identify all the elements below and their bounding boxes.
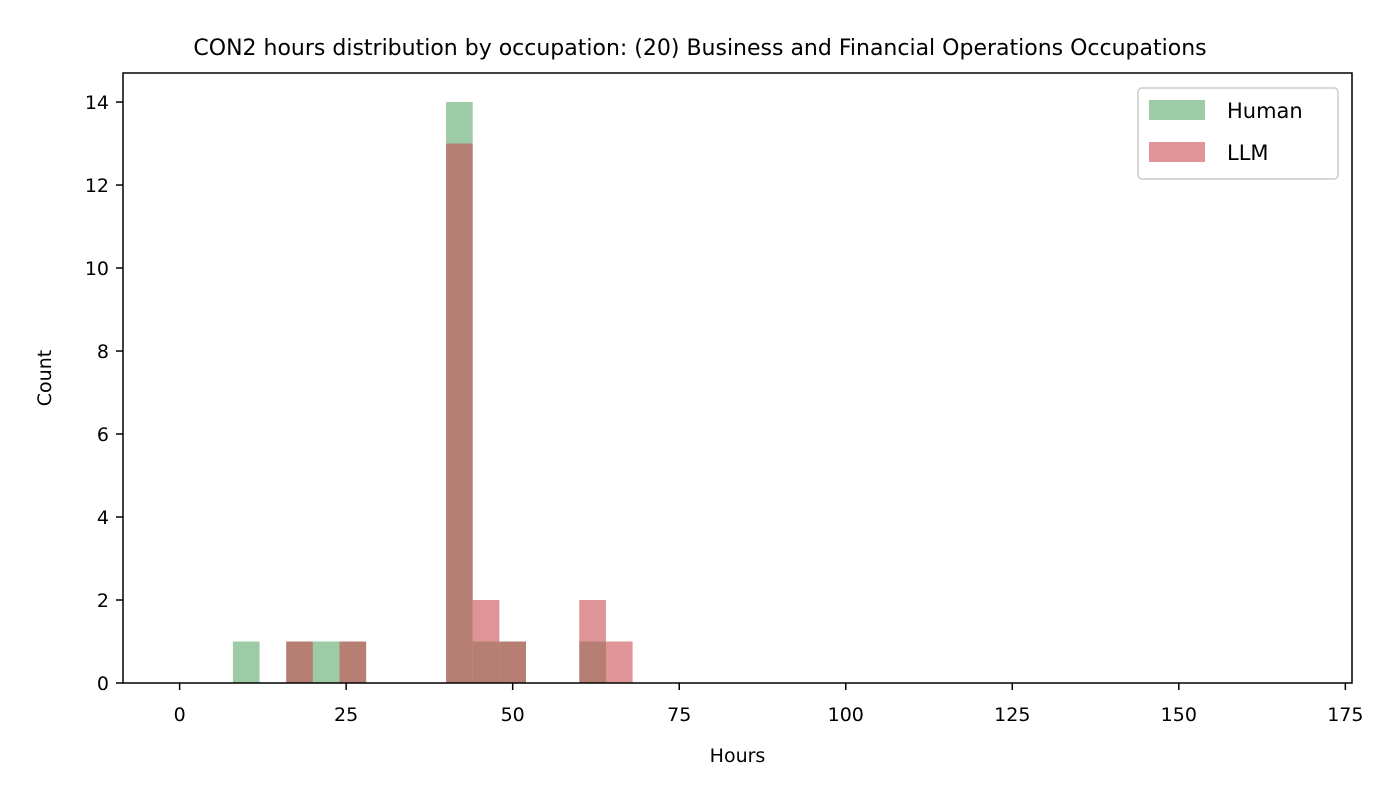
y-tick-label: 8 bbox=[97, 341, 109, 363]
x-tick-label: 150 bbox=[1161, 704, 1197, 726]
axes-frame bbox=[122, 72, 1353, 684]
y-tick-label: 0 bbox=[97, 673, 109, 695]
bar-llm-4 bbox=[499, 641, 527, 683]
x-tick-label: 50 bbox=[501, 704, 525, 726]
y-tick-label: 12 bbox=[85, 175, 109, 197]
legend-label-human: Human bbox=[1227, 99, 1303, 123]
bar-llm-0 bbox=[286, 641, 313, 683]
y-axis-ticks: 0 2 4 6 8 10 12 14 bbox=[85, 92, 123, 695]
legend-swatch-llm bbox=[1149, 142, 1205, 162]
bar-llm-3 bbox=[472, 600, 500, 683]
y-tick-label: 2 bbox=[97, 590, 109, 612]
legend-label-llm: LLM bbox=[1227, 141, 1269, 165]
chart-title: CON2 hours distribution by occupation: (… bbox=[193, 36, 1206, 61]
legend-swatch-human bbox=[1149, 100, 1205, 120]
bar-human-0 bbox=[232, 641, 260, 683]
x-tick-label: 100 bbox=[828, 704, 864, 726]
y-axis-label: Count bbox=[34, 350, 56, 406]
x-tick-label: 25 bbox=[334, 704, 358, 726]
x-tick-label: 75 bbox=[667, 704, 691, 726]
bars-layer bbox=[232, 102, 633, 684]
bar-llm-2 bbox=[446, 143, 473, 684]
y-tick-label: 14 bbox=[85, 92, 109, 114]
y-tick-label: 4 bbox=[97, 507, 109, 529]
bar-llm-6 bbox=[605, 641, 633, 683]
x-tick-label: 0 bbox=[174, 704, 186, 726]
bar-llm-1 bbox=[339, 641, 367, 683]
x-axis-label: Hours bbox=[710, 745, 766, 767]
x-tick-label: 175 bbox=[1327, 704, 1363, 726]
bar-llm-5 bbox=[579, 600, 606, 683]
y-tick-label: 10 bbox=[85, 258, 109, 280]
y-tick-label: 6 bbox=[97, 424, 109, 446]
legend: Human LLM bbox=[1137, 87, 1339, 180]
bar-human-2 bbox=[312, 641, 340, 683]
x-axis-ticks: 0 25 50 75 100 125 150 175 bbox=[174, 683, 1363, 726]
x-tick-label: 125 bbox=[994, 704, 1030, 726]
